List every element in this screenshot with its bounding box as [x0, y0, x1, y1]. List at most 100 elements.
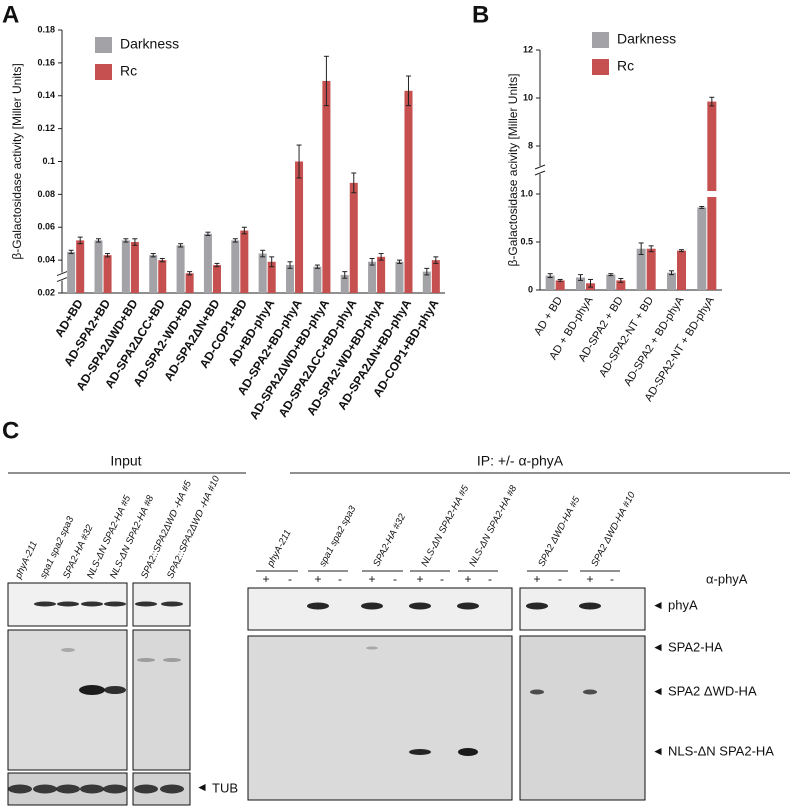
- axis-break-mark: [56, 277, 68, 283]
- legend-label: Darkness: [617, 31, 676, 47]
- bar: [94, 240, 103, 293]
- error-bar: [296, 144, 302, 179]
- error-bar: [105, 253, 111, 258]
- bar: [322, 80, 331, 293]
- bar: [67, 251, 76, 293]
- section-title: Input: [110, 453, 141, 469]
- blot-band: [409, 602, 431, 610]
- sign: -: [393, 572, 397, 586]
- blot-band: [583, 689, 597, 695]
- blot-band: [160, 784, 184, 794]
- blot-band: [104, 601, 126, 607]
- bar: [575, 277, 585, 290]
- y-axis-label: β-Galactosidase acivity [Miller Units]: [506, 74, 520, 267]
- blot-band: [458, 748, 478, 756]
- lane-label: SPA2 ΔWD-HA #10: [589, 490, 638, 569]
- error-bar: [269, 256, 275, 268]
- bar: [295, 161, 304, 293]
- error-bar: [342, 271, 348, 279]
- blot-band: [8, 784, 32, 794]
- legend-swatch: [592, 59, 609, 75]
- arrowhead: ◄: [652, 744, 664, 758]
- error-bar: [638, 242, 644, 255]
- blot-membrane: [132, 629, 191, 771]
- legend-swatch: [95, 37, 112, 53]
- error-bar: [424, 267, 430, 276]
- error-bar: [433, 256, 439, 264]
- error-bar: [241, 226, 247, 235]
- blot-band: [530, 689, 544, 695]
- legend-swatch: [592, 32, 609, 48]
- blot-membrane: [247, 635, 513, 801]
- lane-label: phyA-211: [13, 539, 40, 581]
- y-axis-label: β-Galactosidase activity [Miller Units]: [10, 63, 24, 259]
- error-bar: [323, 55, 329, 107]
- error-bar: [618, 277, 624, 283]
- error-bar: [709, 96, 715, 107]
- x-tick-label: AD + BD: [532, 295, 565, 338]
- sign: -: [338, 572, 342, 586]
- bar: [555, 280, 565, 290]
- bar: [646, 248, 656, 290]
- blot-band: [135, 601, 157, 607]
- bar: [212, 265, 221, 293]
- blot-band: [134, 784, 158, 794]
- y-tick-label: 1.0: [520, 188, 533, 198]
- arrowhead: ◄: [652, 640, 664, 654]
- bar: [203, 233, 212, 293]
- blot-band: [61, 648, 75, 652]
- bar: [606, 274, 616, 290]
- blot-band: [57, 601, 79, 607]
- blot-band: [161, 601, 183, 607]
- blot-band: [103, 784, 127, 794]
- error-bar: [405, 75, 411, 107]
- blot-membrane: [519, 635, 646, 801]
- sign: +: [464, 572, 471, 586]
- bar: [377, 256, 386, 293]
- lane-label: phyA-211: [265, 528, 294, 569]
- sign: -: [488, 572, 492, 586]
- bar: [697, 207, 707, 290]
- y-tick-label: 0.16: [37, 57, 55, 67]
- y-tick-label: 12: [523, 44, 533, 54]
- bar: [130, 242, 139, 293]
- y-tick-label: 0.14: [37, 90, 55, 100]
- bar: [267, 261, 276, 293]
- error-bar: [77, 236, 83, 245]
- axis-break: [535, 166, 545, 174]
- sign: -: [288, 572, 292, 586]
- error-bar: [187, 271, 193, 276]
- band-label: phyA: [668, 597, 698, 612]
- bar: [395, 261, 404, 293]
- bar: [258, 253, 267, 293]
- bar: [149, 255, 158, 293]
- y-tick-label: 0.1: [42, 156, 55, 166]
- antibody-label: α-phyA: [706, 571, 748, 586]
- error-bar: [378, 253, 384, 261]
- error-bar: [150, 253, 156, 258]
- panel-letter: B: [472, 1, 489, 28]
- blot-membrane: [7, 629, 128, 771]
- axis-break-mark: [56, 271, 68, 277]
- bar: [616, 280, 626, 290]
- blot-band: [33, 784, 57, 794]
- lane-label: SPA2 ΔWD-HA #5: [536, 494, 582, 568]
- lane-label: NLS-ΔN SPA2-HA #8: [467, 483, 519, 569]
- sign: +: [586, 572, 593, 586]
- bar: [545, 275, 555, 290]
- sign: -: [558, 572, 562, 586]
- blot-band: [104, 686, 126, 694]
- bar: [103, 255, 112, 293]
- legend-label: Darkness: [120, 36, 179, 52]
- y-tick-label: 0.5: [520, 236, 533, 246]
- bar: [666, 272, 676, 290]
- error-bar: [588, 278, 594, 288]
- y-tick-label: 0.08: [37, 189, 55, 199]
- error-bar: [287, 261, 293, 269]
- blot-band: [81, 601, 103, 607]
- bar: [431, 260, 440, 293]
- band-label: TUB: [212, 780, 238, 795]
- bar: [231, 240, 240, 293]
- error-bar: [178, 243, 184, 248]
